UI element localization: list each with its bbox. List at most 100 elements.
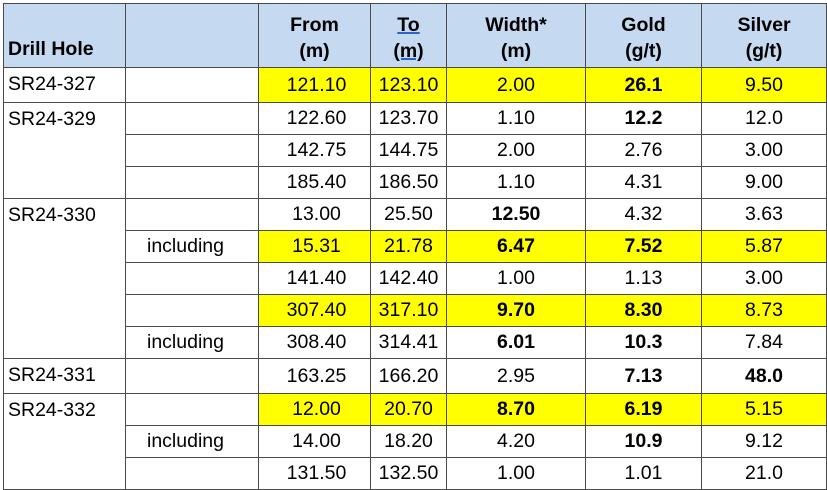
header-drill-hole: Drill Hole: [3, 3, 126, 68]
to-cell: 25.50: [370, 198, 447, 231]
silver-cell: 9.12: [701, 425, 827, 458]
silver-cell: 3.63: [701, 198, 827, 231]
gold-cell: 8.30: [585, 294, 702, 327]
table-row: 185.40 186.50 1.10 4.31 9.00: [4, 166, 827, 199]
header-gold: Gold (g/t): [585, 3, 702, 68]
gold-cell: 26.1: [585, 67, 702, 103]
silver-cell: 8.73: [701, 294, 827, 327]
to-cell: 144.75: [370, 134, 447, 167]
interval-note-cell: including: [125, 230, 259, 263]
drill-hole-cell: SR24-329: [3, 102, 126, 199]
silver-cell: 12.0: [701, 102, 827, 135]
width-cell: 12.50: [446, 198, 586, 231]
gold-cell: 7.13: [585, 358, 702, 394]
interval-note-cell: [125, 102, 259, 135]
interval-note-cell: [125, 294, 259, 327]
silver-cell: 7.84: [701, 326, 827, 359]
interval-note-cell: including: [125, 326, 259, 359]
interval-note-cell: [125, 67, 259, 103]
interval-note-cell: [125, 262, 259, 295]
interval-note-cell: [125, 198, 259, 231]
header-width: Width* (m): [446, 3, 586, 68]
width-cell: 1.00: [446, 457, 586, 490]
to-cell: 18.20: [370, 425, 447, 458]
from-cell: 122.60: [258, 102, 371, 135]
drill-hole-cell: SR24-331: [3, 358, 126, 394]
silver-cell: 9.50: [701, 67, 827, 103]
from-cell: 131.50: [258, 457, 371, 490]
table-row: including 308.40 314.41 6.01 10.3 7.84: [4, 326, 827, 359]
silver-cell: 5.15: [701, 393, 827, 426]
to-cell: 166.20: [370, 358, 447, 394]
width-cell: 8.70: [446, 393, 586, 426]
gold-cell: 2.76: [585, 134, 702, 167]
from-cell: 163.25: [258, 358, 371, 394]
gold-cell: 4.31: [585, 166, 702, 199]
gold-cell: 12.2: [585, 102, 702, 135]
to-cell: 317.10: [370, 294, 447, 327]
from-cell: 307.40: [258, 294, 371, 327]
width-cell: 2.00: [446, 67, 586, 103]
table-row: SR24-331 163.25 166.20 2.95 7.13 48.0: [3, 358, 827, 394]
drill-results-table: Drill Hole From (m) To (m) Width* (m) Gold(…: [3, 3, 827, 490]
gold-cell: 10.3: [585, 326, 702, 359]
width-cell: 1.10: [446, 102, 586, 135]
to-cell: 123.10: [370, 67, 447, 103]
table-row: SR24-329 122.60 123.70 1.10 12.2 12.0: [3, 102, 827, 199]
interval-note-cell: including: [125, 425, 259, 458]
gold-cell: 7.52: [585, 230, 702, 263]
from-cell: 121.10: [258, 67, 371, 103]
interval-note-cell: [125, 393, 259, 426]
width-cell: 1.00: [446, 262, 586, 295]
interval-note-cell: [125, 358, 259, 394]
table-row: including 14.00 18.20 4.20 10.9 9.12: [4, 425, 827, 458]
header-from: From (m): [258, 3, 371, 68]
table-header: Drill Hole From (m) To (m) Width* (m) Gold(…: [3, 3, 827, 68]
gold-cell: 1.01: [585, 457, 702, 490]
table-row: SR24-327 121.10 123.10 2.00 26.1 9.50: [3, 67, 827, 103]
width-cell: 4.20: [446, 425, 586, 458]
from-cell: 12.00: [258, 393, 371, 426]
drill-hole-cell: SR24-332: [3, 393, 126, 490]
to-cell: 314.41: [370, 326, 447, 359]
from-cell: 185.40: [258, 166, 371, 199]
silver-cell: 3.00: [701, 262, 827, 295]
header-note: [125, 3, 259, 68]
width-cell: 6.47: [446, 230, 586, 263]
header-silver: Silver (g/t): [701, 3, 827, 68]
gold-cell: 10.9: [585, 425, 702, 458]
gold-cell: 6.19: [585, 393, 702, 426]
table-body: SR24-327 121.10 123.10 2.00 26.1 9.50 SR24-329…: [3, 67, 827, 490]
header-to: To (m): [370, 3, 447, 68]
interval-note-cell: [125, 134, 259, 167]
drill-hole-cell: SR24-327: [3, 67, 126, 103]
to-cell: 186.50: [370, 166, 447, 199]
from-cell: 15.31: [258, 230, 371, 263]
to-cell: 123.70: [370, 102, 447, 135]
silver-cell: 48.0: [701, 358, 827, 394]
interval-note-cell: [125, 457, 259, 490]
table-row: 131.50 132.50 1.00 1.01 21.0: [4, 457, 827, 490]
silver-cell: 9.00: [701, 166, 827, 199]
table-row: SR24-332 12.00 20.70 8.70 6.19 5.15: [3, 393, 827, 490]
drill-hole-cell: SR24-330: [3, 198, 126, 359]
to-cell: 20.70: [370, 393, 447, 426]
interval-note-cell: [125, 166, 259, 199]
table-row: 307.40 317.10 9.70 8.30 8.73: [4, 294, 827, 327]
width-cell: 2.00: [446, 134, 586, 167]
from-cell: 308.40: [258, 326, 371, 359]
width-cell: 2.95: [446, 358, 586, 394]
table-row: SR24-330 13.00 25.50 12.50 4.32 3.63: [3, 198, 827, 359]
width-cell: 9.70: [446, 294, 586, 327]
from-cell: 14.00: [258, 425, 371, 458]
width-cell: 1.10: [446, 166, 586, 199]
header-row: Drill Hole From (m) To (m) Width* (m) Gold(…: [3, 3, 827, 68]
table-row: including 15.31 21.78 6.47 7.52 5.87: [4, 230, 827, 263]
from-cell: 13.00: [258, 198, 371, 231]
gold-cell: 1.13: [585, 262, 702, 295]
table-row: 141.40 142.40 1.00 1.13 3.00: [4, 262, 827, 295]
width-cell: 6.01: [446, 326, 586, 359]
from-cell: 141.40: [258, 262, 371, 295]
table-row: 142.75 144.75 2.00 2.76 3.00: [4, 134, 827, 167]
silver-cell: 3.00: [701, 134, 827, 167]
